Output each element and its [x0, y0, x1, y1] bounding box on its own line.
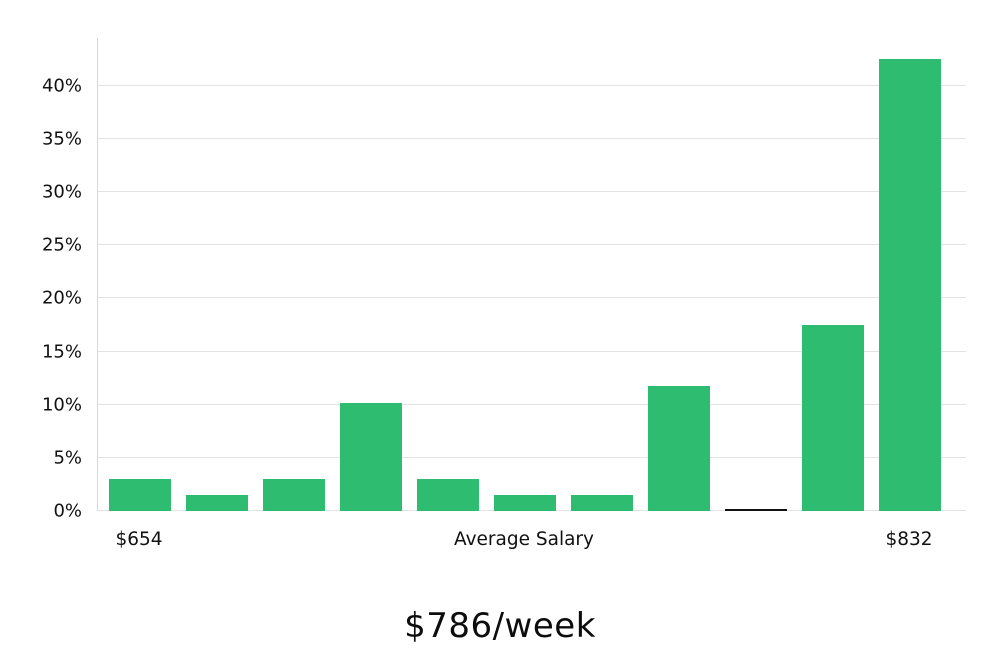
gridline — [98, 403, 966, 405]
y-tick-label: 25% — [41, 234, 82, 256]
x-axis: $654 Average Salary $832 — [97, 518, 965, 558]
gridline — [98, 456, 966, 458]
y-tick-label: 15% — [41, 341, 82, 363]
y-tick-label: 5% — [53, 447, 82, 469]
plot-area — [97, 38, 966, 511]
x-tick-label: $654 — [115, 529, 163, 550]
bar-bin-8 — [648, 385, 710, 511]
y-tick-label: 40% — [41, 75, 82, 97]
gridline — [98, 137, 966, 139]
chart-title: $786/week — [404, 606, 596, 646]
y-tick-label: 30% — [41, 181, 82, 203]
x-tick-label: Average Salary — [454, 529, 594, 550]
y-axis: 0% 5% 10% 15% 20% 25% 30% 35% 40% — [0, 38, 88, 521]
gridline — [98, 191, 966, 193]
gridline — [98, 84, 966, 86]
bar-bin-3 — [263, 479, 325, 511]
bar-bin-6 — [494, 495, 556, 511]
bar-bin-10 — [802, 325, 864, 511]
bar-bin-4 — [340, 402, 402, 511]
bar-bin-11 — [879, 59, 941, 511]
bar-bin-2 — [186, 495, 248, 511]
bar-bin-9 — [725, 509, 787, 511]
gridline — [98, 244, 966, 246]
bar-bin-1 — [109, 479, 171, 511]
y-tick-label: 35% — [41, 128, 82, 150]
y-tick-label: 0% — [53, 500, 82, 522]
gridline — [98, 297, 966, 299]
gridline — [98, 350, 966, 352]
y-tick-label: 20% — [41, 287, 82, 309]
bar-bin-5 — [417, 479, 479, 511]
y-tick-label: 10% — [41, 394, 82, 416]
bar-bin-7 — [571, 495, 633, 511]
x-tick-label: $832 — [885, 529, 933, 550]
